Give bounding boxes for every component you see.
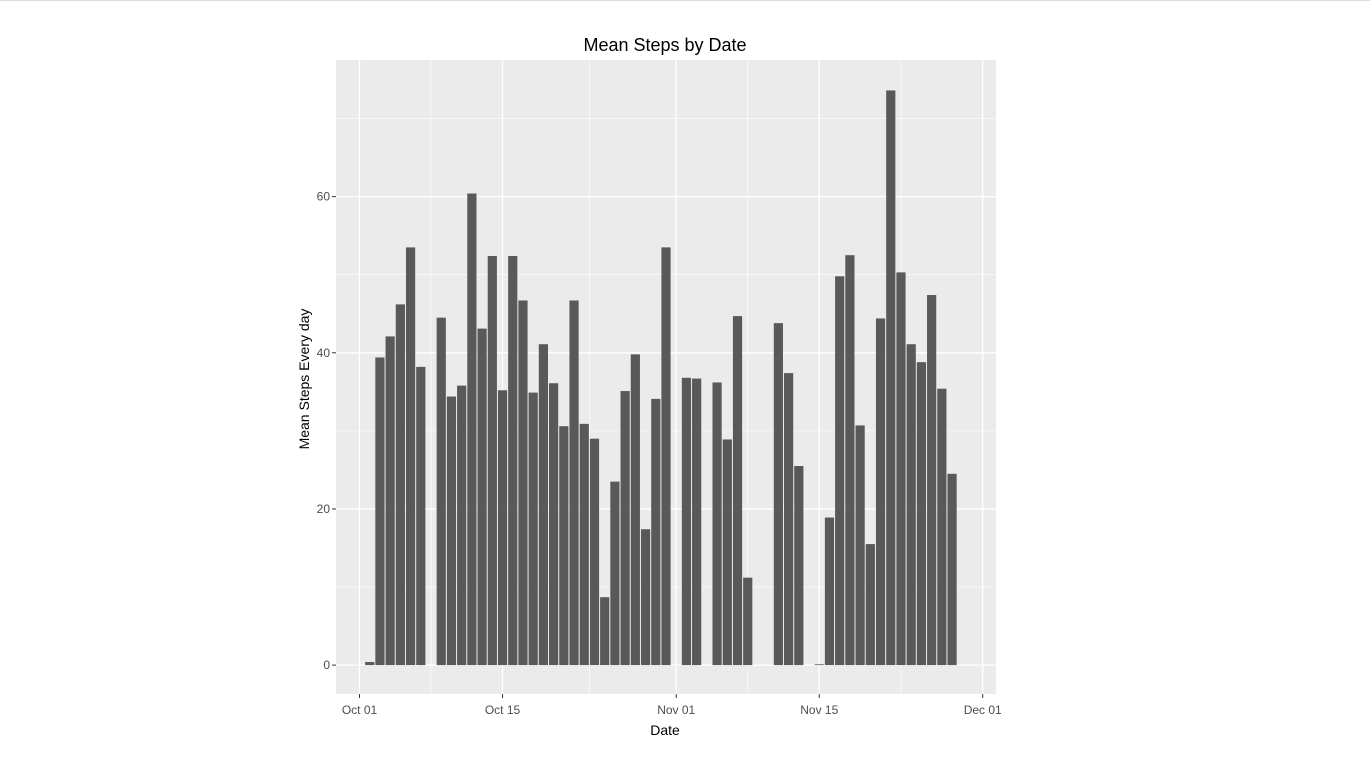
bar xyxy=(395,304,405,666)
bar xyxy=(712,382,722,666)
bar xyxy=(845,255,855,666)
bar xyxy=(835,276,845,666)
bar xyxy=(487,255,497,666)
x-tick-label: Nov 15 xyxy=(800,703,838,717)
y-axis-tick-labels: 0 20 40 60 xyxy=(317,190,331,672)
bar xyxy=(906,344,916,666)
bar xyxy=(947,473,957,666)
bar xyxy=(661,247,671,666)
y-tick-label: 0 xyxy=(323,658,330,672)
bar xyxy=(528,392,538,666)
bar xyxy=(467,193,477,666)
bar xyxy=(896,272,906,666)
bar xyxy=(651,398,661,666)
bar xyxy=(620,391,630,666)
bar xyxy=(814,664,824,666)
x-tick-label: Nov 01 xyxy=(657,703,695,717)
y-tick-label: 20 xyxy=(317,502,331,516)
axis-ticks xyxy=(332,196,984,698)
bar xyxy=(630,354,640,666)
bar xyxy=(937,388,947,666)
top-divider xyxy=(0,0,1370,1)
bar xyxy=(589,438,600,666)
bar xyxy=(865,544,875,666)
bars xyxy=(365,90,957,666)
bar xyxy=(457,385,467,666)
bar xyxy=(538,344,548,666)
bar xyxy=(549,383,559,666)
bar xyxy=(497,390,508,666)
bar xyxy=(640,529,651,666)
bar xyxy=(385,336,395,666)
x-tick-label: Oct 01 xyxy=(342,703,378,717)
bar xyxy=(416,366,426,666)
bar xyxy=(477,328,487,666)
chart-title: Mean Steps by Date xyxy=(583,35,746,55)
bar xyxy=(794,466,804,666)
bar xyxy=(855,425,865,666)
y-tick-label: 60 xyxy=(317,190,331,204)
bar xyxy=(375,357,385,666)
bar xyxy=(784,373,794,666)
bar xyxy=(927,295,937,666)
bar xyxy=(436,317,446,666)
bar xyxy=(446,396,457,666)
bar xyxy=(916,362,927,666)
bar xyxy=(824,517,835,666)
x-axis-tick-labels: Oct 01 Oct 15 Nov 01 Nov 15 Dec 01 xyxy=(342,703,1002,717)
x-tick-label: Oct 15 xyxy=(485,703,521,717)
bar xyxy=(518,300,528,666)
bar xyxy=(579,423,589,666)
bar xyxy=(722,439,732,666)
bar xyxy=(681,377,692,666)
x-axis-title: Date xyxy=(650,722,680,738)
bar xyxy=(610,481,620,666)
bar xyxy=(743,577,753,666)
x-tick-label: Dec 01 xyxy=(964,703,1002,717)
bar xyxy=(692,378,702,666)
bar xyxy=(365,661,375,666)
bar xyxy=(569,300,579,666)
bar xyxy=(875,318,886,666)
bar xyxy=(773,323,783,666)
y-axis-title: Mean Steps Every day xyxy=(296,309,312,450)
y-tick-label: 40 xyxy=(317,346,331,360)
bar xyxy=(559,426,569,666)
bar xyxy=(732,316,743,666)
bar xyxy=(508,255,518,666)
bar xyxy=(405,247,416,666)
bar xyxy=(600,597,610,666)
bar xyxy=(886,90,896,666)
